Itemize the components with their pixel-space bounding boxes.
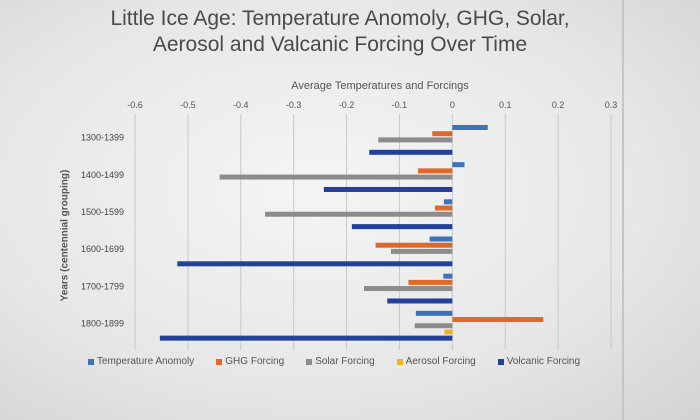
x-tick-label: 0.1 [499, 100, 512, 110]
legend-label: GHG Forcing [225, 356, 285, 367]
legend-swatch [396, 358, 403, 365]
legend-label: Temperature Anomoly [97, 356, 195, 367]
bar-solar-forcing [364, 286, 453, 292]
y-tick-label: 1300-1399 [81, 133, 124, 143]
bar-ghg-forcing [432, 131, 453, 137]
y-tick-label: 1500-1599 [81, 207, 124, 217]
x-tick-label: -0.2 [339, 100, 355, 110]
monitor-edge [622, 0, 624, 420]
bar-solar-forcing [390, 248, 453, 254]
legend-label: Volcanic Forcing [506, 356, 581, 367]
bar-ghg-forcing [452, 317, 544, 323]
bar-temperature-anomoly [452, 125, 488, 130]
y-tick-label: 1600-1699 [81, 244, 124, 254]
bar-volcanic-forcing [387, 298, 453, 304]
x-tick-label: 0.2 [552, 100, 565, 110]
bar-temperature-anomoly [443, 199, 453, 205]
legend-swatch [88, 358, 94, 365]
bar-volcanic-forcing [351, 224, 453, 230]
legend-item: Volcanic Forcing [497, 356, 581, 367]
bar-ghg-forcing [375, 242, 453, 248]
bar-volcanic-forcing [369, 149, 453, 155]
bar-temperature-anomoly [415, 310, 453, 316]
y-tick-label: 1700-1799 [81, 281, 124, 291]
legend-label: Solar Forcing [315, 356, 375, 367]
legend-label: Aerosol Forcing [405, 356, 476, 367]
bar-temperature-anomoly [443, 273, 453, 279]
bar-volcanic-forcing [323, 186, 453, 192]
x-tick-label: -0.4 [233, 100, 249, 110]
x-tick-label: -0.1 [392, 100, 408, 110]
bar-solar-forcing [414, 323, 453, 329]
chart-title: Little Ice Age: Temperature Anomoly, GHG… [110, 7, 570, 56]
y-tick-label: 1800-1899 [81, 318, 124, 328]
legend-item: Solar Forcing [306, 356, 375, 367]
bar-solar-forcing [265, 211, 453, 217]
bar-ghg-forcing [408, 279, 453, 285]
x-tick-label: -0.5 [180, 100, 196, 110]
legend-swatch [306, 358, 313, 365]
bar-volcanic-forcing [177, 261, 453, 267]
bar-volcanic-forcing [159, 335, 453, 341]
legend: Temperature Anomoly GHG Forcing Solar Forc… [88, 356, 580, 367]
bar-solar-forcing [219, 174, 453, 180]
x-tick-label: -0.6 [127, 100, 143, 110]
bar-ghg-forcing [434, 205, 453, 211]
legend-swatch [497, 358, 504, 365]
y-tick-label: 1400-1499 [81, 170, 124, 180]
legend-swatch [216, 358, 223, 365]
bar-solar-forcing [378, 137, 453, 143]
bar-temperature-anomoly [429, 236, 453, 242]
legend-item: Temperature Anomoly [88, 356, 194, 367]
x-tick-label: -0.3 [286, 100, 302, 110]
bar-ghg-forcing [417, 168, 453, 174]
x-axis-title: Average Temperatures and Forcings [291, 80, 469, 92]
x-tick-label: 0.3 [605, 100, 618, 110]
bar-aerosol-forcing [444, 329, 453, 335]
x-tick-label: 0 [450, 100, 455, 110]
legend-item: Aerosol Forcing [396, 356, 476, 367]
bar-temperature-anomoly [452, 162, 465, 168]
legend-item: GHG Forcing [216, 356, 284, 367]
